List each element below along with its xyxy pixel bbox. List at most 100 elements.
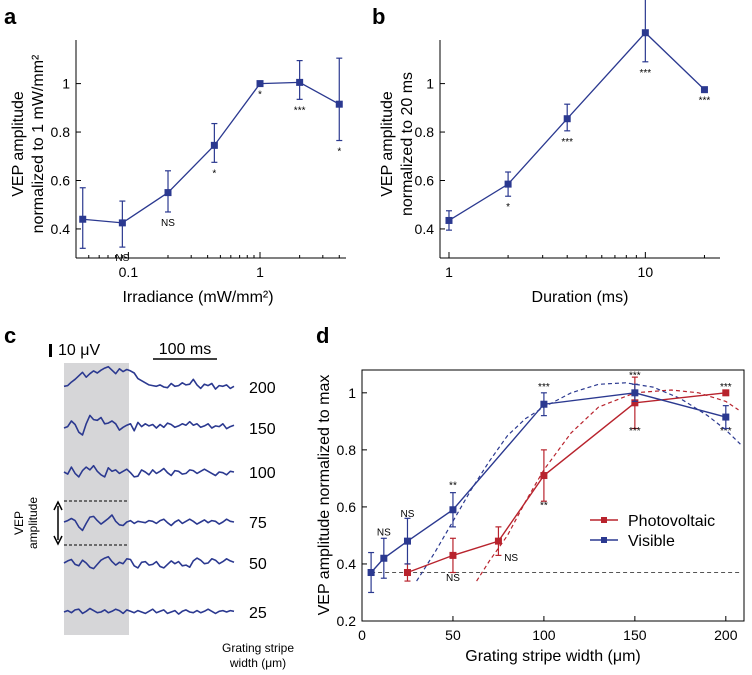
d-data-point-photovoltaic <box>722 389 730 397</box>
legend-visible-label: Visible <box>628 533 675 550</box>
panel-letter-a: a <box>4 4 17 29</box>
b-significance-label: *** <box>561 137 573 148</box>
b-error-bar <box>642 0 649 63</box>
stimulus-window-shading <box>64 363 129 635</box>
a-data-point <box>164 189 172 197</box>
legend-photovoltaic-marker <box>601 517 607 523</box>
vep-trace-200 <box>63 365 235 390</box>
a-y-tick-label: 0.6 <box>51 172 71 188</box>
panel-letter-d: d <box>316 323 329 348</box>
a-data-point <box>256 80 264 88</box>
vep-trace-150 <box>63 414 235 436</box>
panel-a-y-label-line2: normalized to 1 mW/mm² <box>30 54 47 233</box>
trace-label-75: 75 <box>249 515 267 532</box>
b-data-point <box>641 29 649 37</box>
d-data-point-photovoltaic <box>449 551 457 559</box>
a-significance-label: NS <box>115 253 129 264</box>
panel-b-y-label-line2: normalized to 20 ms <box>399 72 416 216</box>
d-x-tick-label: 200 <box>714 627 738 643</box>
b-y-tick-label: 0.8 <box>415 124 435 140</box>
d-series-line-photovoltaic <box>407 392 726 574</box>
panel-d-y-label: VEP amplitude normalized to max <box>316 375 333 616</box>
d-significance-label-photovoltaic: NS <box>504 553 518 564</box>
d-y-tick-label: 0.6 <box>337 499 357 515</box>
d-data-point-visible <box>380 554 388 562</box>
d-x-tick-label: 100 <box>532 627 556 643</box>
grating-width-label-line2: width (μm) <box>229 656 286 670</box>
b-x-tick-label: 10 <box>638 264 654 280</box>
amplitude-arrow-down-icon <box>53 535 63 546</box>
panel-a-y-label-line1: VEP amplitude <box>10 91 27 197</box>
vep-trace-50 <box>63 555 235 570</box>
d-data-point-photovoltaic <box>403 569 411 577</box>
a-x-tick-label: 1 <box>256 264 264 280</box>
d-y-tick-label: 0.2 <box>337 613 357 629</box>
a-y-tick-label: 1 <box>62 76 70 92</box>
trace-label-50: 50 <box>249 556 267 573</box>
vep-trace-75 <box>63 514 235 532</box>
grating-width-label-line1: Grating stripe <box>222 641 294 655</box>
d-x-tick-label: 0 <box>358 627 366 643</box>
a-series-line <box>82 81 340 224</box>
a-significance-label: *** <box>294 105 306 116</box>
d-significance-label-photovoltaic: *** <box>629 426 641 437</box>
a-significance-label: * <box>258 90 262 101</box>
b-x-tick-label: 1 <box>445 264 453 280</box>
d-fit-visible-fit <box>416 382 741 582</box>
d-significance-label-photovoltaic: ** <box>540 500 548 511</box>
voltage-scale-bar <box>49 344 52 357</box>
a-x-tick-label: 0.1 <box>119 264 139 280</box>
d-y-tick-label: 1 <box>348 385 356 401</box>
a-significance-label: * <box>212 168 216 179</box>
a-data-point <box>335 100 343 108</box>
panel-c-traces: 10 μV 100 ms 200 150 100 75 50 25 VEP amplitu… <box>12 341 294 670</box>
trace-label-25: 25 <box>249 605 267 622</box>
d-significance-label-visible: NS <box>377 527 391 538</box>
panel-d-x-label: Grating stripe width (μm) <box>465 648 640 665</box>
d-significance-label-visible: NS <box>401 509 415 520</box>
vep-trace-25 <box>63 607 235 615</box>
amplitude-arrow-up-icon <box>53 500 63 511</box>
panel-b-chart: 0.40.60.811 10 ********** Duration (ms) V… <box>379 0 720 306</box>
legend-photovoltaic-label: Photovoltaic <box>628 513 715 530</box>
d-data-point-photovoltaic <box>631 399 639 407</box>
a-data-point <box>118 219 126 227</box>
b-data-point <box>445 216 453 224</box>
b-y-tick-label: 0.6 <box>415 172 435 188</box>
vep-trace-100 <box>63 464 235 478</box>
trace-label-200: 200 <box>249 380 276 397</box>
d-data-point-photovoltaic <box>540 472 548 480</box>
b-significance-label: *** <box>639 68 651 79</box>
d-y-tick-label: 0.8 <box>337 442 357 458</box>
a-y-tick-label: 0.8 <box>51 124 71 140</box>
d-data-point-visible <box>449 506 457 514</box>
d-x-tick-label: 50 <box>445 627 461 643</box>
b-y-tick-label: 1 <box>426 76 434 92</box>
b-significance-label: * <box>506 202 510 213</box>
d-significance-label-visible: *** <box>538 382 550 393</box>
d-significance-label-visible: *** <box>629 371 641 382</box>
trace-label-150: 150 <box>249 421 276 438</box>
d-x-tick-label: 150 <box>623 627 647 643</box>
d-data-point-visible <box>367 569 375 577</box>
d-fit-photovoltaic-fit <box>476 389 739 582</box>
time-scale-label: 100 ms <box>159 341 211 358</box>
panel-a-x-label: Irradiance (mW/mm²) <box>122 289 273 306</box>
panel-b-x-label: Duration (ms) <box>532 289 629 306</box>
a-significance-label: * <box>337 147 341 158</box>
a-significance-label: NS <box>161 218 175 229</box>
d-significance-label-photovoltaic: NS <box>446 573 460 584</box>
d-y-tick-label: 0.4 <box>337 556 357 572</box>
d-significance-label-visible: *** <box>720 382 732 393</box>
d-data-point-visible <box>403 537 411 545</box>
panel-d-plot-frame <box>361 369 745 622</box>
panel-b-y-label-line1: VEP amplitude <box>379 91 396 197</box>
d-data-point-visible <box>722 413 730 421</box>
trace-label-100: 100 <box>249 465 276 482</box>
b-data-point <box>700 86 708 94</box>
a-error-bar <box>336 57 343 142</box>
d-significance-label-photovoltaic: *** <box>720 426 732 437</box>
vep-amplitude-label-line2: amplitude <box>26 497 40 549</box>
